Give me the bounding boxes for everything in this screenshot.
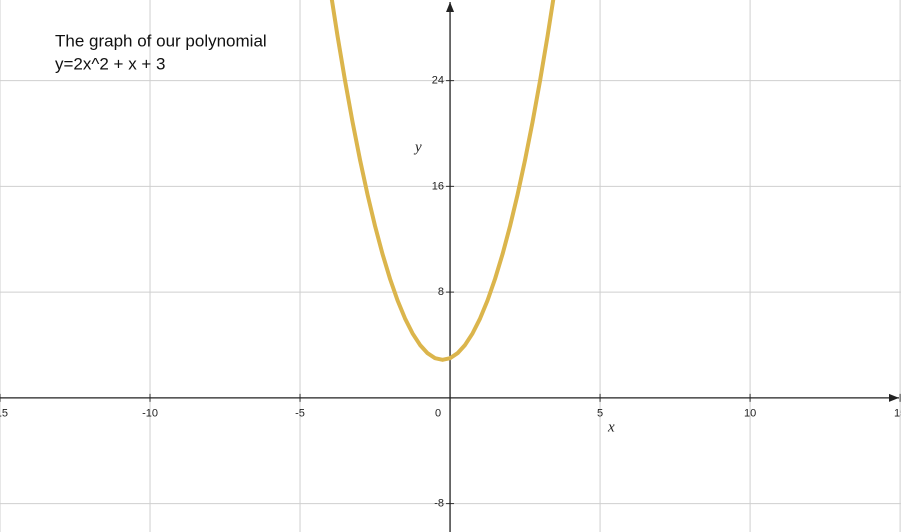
curve xyxy=(329,0,556,362)
y-tick-label: 24 xyxy=(432,75,444,87)
x-axis-arrow xyxy=(889,393,899,402)
y-axis-label: y xyxy=(413,139,422,155)
y-tick-label: -8 xyxy=(434,497,444,509)
y-tick-label: 16 xyxy=(432,180,444,192)
y-tick-label: 8 xyxy=(438,286,444,298)
x-tick-label: -5 xyxy=(295,408,305,420)
x-tick-label: -15 xyxy=(0,408,8,420)
x-tick-label: 5 xyxy=(597,408,603,420)
x-tick-label: 10 xyxy=(744,408,756,420)
chart-subtitle: y=2x^2 + x + 3 xyxy=(55,54,166,73)
x-tick-label: 15 xyxy=(894,408,901,420)
x-tick-label: -10 xyxy=(142,408,158,420)
x-tick-label: 0 xyxy=(435,408,441,420)
x-axis-label: x xyxy=(607,419,615,435)
chart-title: The graph of our polynomial xyxy=(55,31,267,50)
y-axis-arrow xyxy=(446,2,455,12)
